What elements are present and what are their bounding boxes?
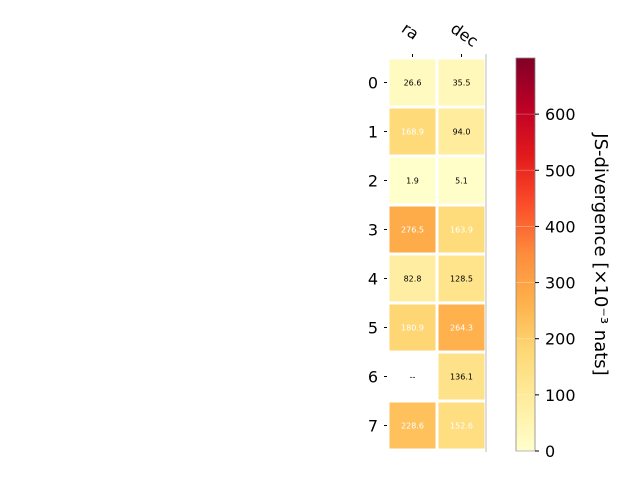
cell-value-label: 264.3 <box>450 324 473 333</box>
heatmap-cell <box>438 402 485 449</box>
heatmap-cell <box>389 255 436 302</box>
colorbar-label: JS-divergence [×10⁻³ nats] <box>590 132 611 375</box>
cell-value-label: 163.9 <box>450 226 473 235</box>
cell-value-label: 228.6 <box>401 422 424 431</box>
cell-value-label: 5.1 <box>455 177 468 186</box>
heatmap-grid: 0 26.6 35.5 1 168.9 94.0 2 1.9 5.1 3 276.5 163.9 4 82… <box>368 19 487 452</box>
cell-value-label: 136.1 <box>450 373 473 382</box>
heatmap-cell <box>438 353 485 400</box>
cell-value-label: -- <box>410 373 416 382</box>
cell-value-label: 128.5 <box>450 275 473 284</box>
row-label: 5 <box>368 319 378 338</box>
heatmap-cell <box>438 304 485 351</box>
heatmap-cell <box>438 108 485 155</box>
cell-value-label: 35.5 <box>453 79 471 88</box>
heatmap-cell <box>438 157 485 204</box>
cell-value-label: 82.8 <box>404 275 422 284</box>
cell-value-label: 168.9 <box>401 128 424 137</box>
cell-value-label: 180.9 <box>401 324 424 333</box>
cell-value-label: 152.6 <box>450 422 473 431</box>
row-label: 4 <box>368 270 378 289</box>
column-label: ra <box>398 19 422 44</box>
row-label: 6 <box>368 368 378 387</box>
colorbar-tick-label: 0 <box>545 442 555 461</box>
heatmap-cell <box>389 206 436 253</box>
row-label: 1 <box>368 123 378 142</box>
colorbar-tick-label: 300 <box>545 274 576 293</box>
row-label: 7 <box>368 417 378 436</box>
heatmap-cell <box>389 157 436 204</box>
cell-value-label: 94.0 <box>453 128 471 137</box>
row-label: 3 <box>368 221 378 240</box>
heatmap-cell <box>389 304 436 351</box>
row-label: 2 <box>368 172 378 191</box>
colorbar-gradient <box>515 57 536 452</box>
heatmap-cell <box>438 59 485 106</box>
heatmap-cell <box>389 108 436 155</box>
cell-value-label: 26.6 <box>404 79 422 88</box>
colorbar-tick-label: 100 <box>545 386 576 405</box>
heatmap-cell <box>389 402 436 449</box>
colorbar-tick-label: 600 <box>545 105 576 124</box>
colorbar-tick-label: 200 <box>545 330 576 349</box>
heatmap-cell <box>438 255 485 302</box>
heatmap-cell <box>438 206 485 253</box>
colorbar-tick-label: 500 <box>545 161 576 180</box>
column-label: dec <box>447 19 481 51</box>
heatmap-cell <box>389 59 436 106</box>
colorbar-tick-label: 400 <box>545 217 576 236</box>
row-label: 0 <box>368 74 378 93</box>
colorbar: 0 100 200 300 400 500 600 JS-divergence [×10⁻³ … <box>515 57 611 461</box>
cell-value-label: 1.9 <box>406 177 419 186</box>
cell-value-label: 276.5 <box>401 226 424 235</box>
